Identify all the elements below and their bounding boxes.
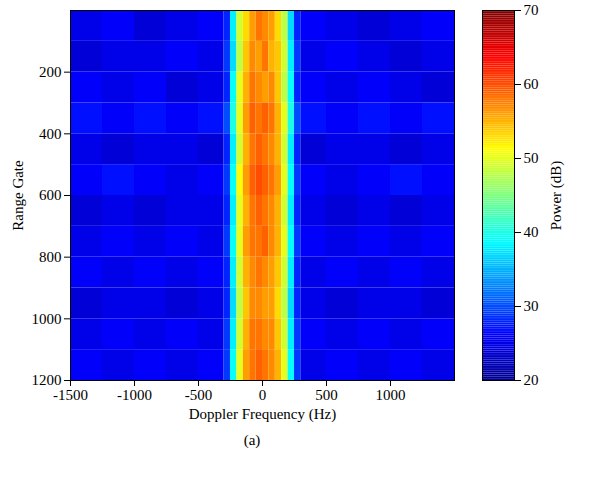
svg-text:30: 30: [524, 298, 539, 314]
svg-text:400: 400: [39, 126, 62, 142]
svg-text:Range Gate: Range Gate: [10, 160, 26, 231]
svg-text:200: 200: [39, 64, 62, 80]
svg-text:-500: -500: [185, 387, 213, 403]
svg-text:60: 60: [524, 76, 539, 92]
svg-text:-1000: -1000: [117, 387, 152, 403]
svg-text:70: 70: [524, 2, 539, 18]
svg-text:Power (dB): Power (dB): [548, 161, 565, 231]
svg-text:1200: 1200: [32, 372, 62, 388]
html-text:(a): (a): [243, 432, 261, 448]
svg-text:800: 800: [39, 249, 62, 265]
svg-text:1000: 1000: [376, 387, 406, 403]
svg-text:1000: 1000: [32, 311, 62, 327]
svg-text:Doppler Frequency (Hz): Doppler Frequency (Hz): [189, 406, 336, 423]
svg-text:20: 20: [524, 372, 539, 388]
svg-text:40: 40: [524, 224, 539, 240]
svg-text:500: 500: [315, 387, 338, 403]
svg-text:50: 50: [524, 150, 539, 166]
svg-text:-1500: -1500: [53, 387, 88, 403]
svg-text:600: 600: [39, 187, 62, 203]
svg-text:0: 0: [259, 387, 267, 403]
